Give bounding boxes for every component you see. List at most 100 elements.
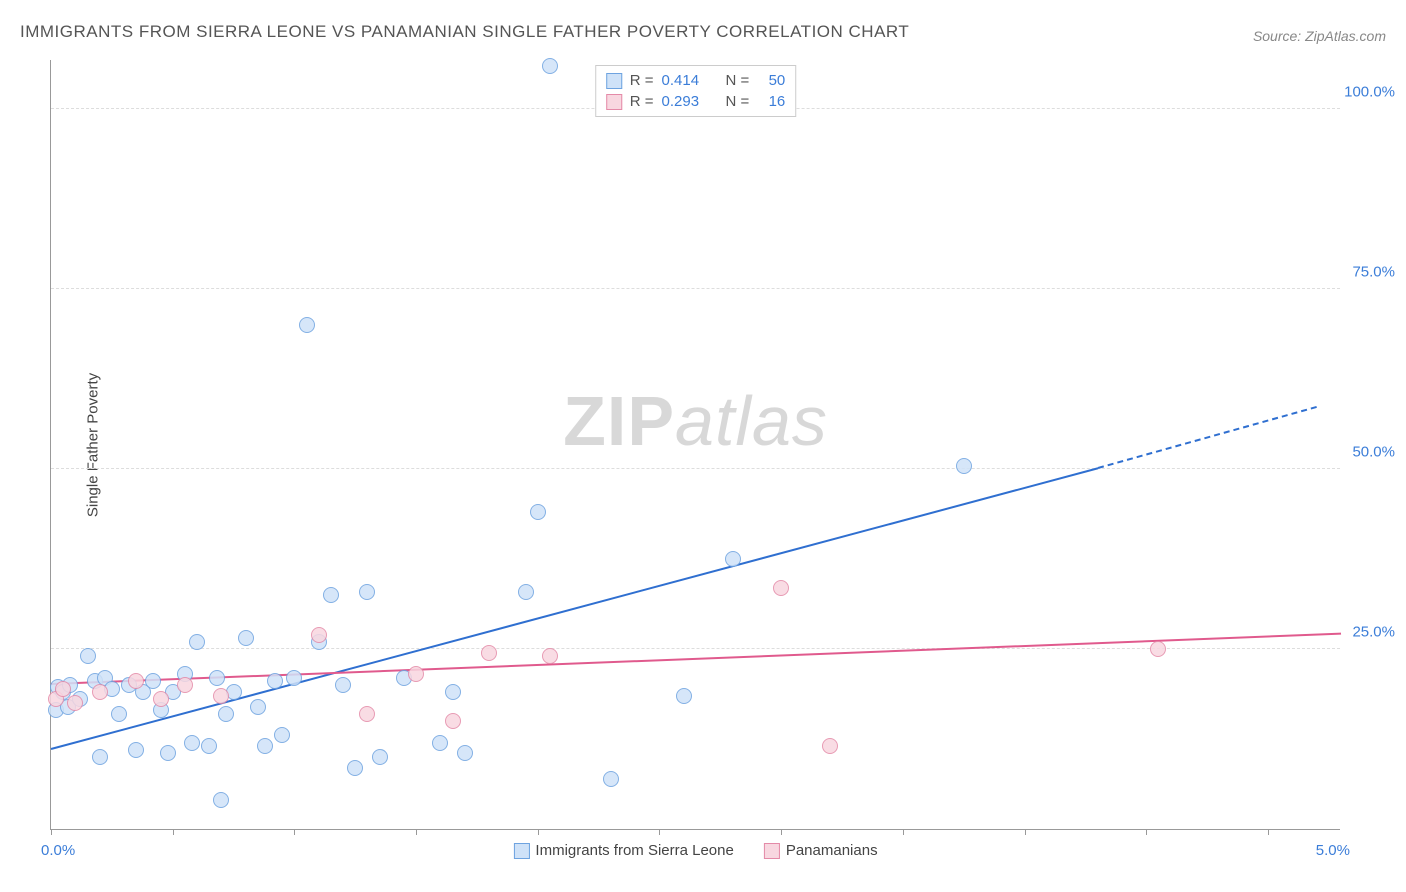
legend-label-pink: Panamanians: [786, 842, 878, 859]
scatter-point: [481, 645, 497, 661]
x-tick: [416, 829, 417, 835]
scatter-point: [286, 670, 302, 686]
scatter-point: [184, 735, 200, 751]
x-axis-max-label: 5.0%: [1316, 842, 1350, 859]
chart-container: IMMIGRANTS FROM SIERRA LEONE VS PANAMANI…: [0, 0, 1406, 892]
scatter-point: [372, 749, 388, 765]
scatter-point: [189, 634, 205, 650]
scatter-point: [445, 684, 461, 700]
trend-line: [51, 467, 1098, 750]
scatter-point: [128, 673, 144, 689]
legend-item-pink: Panamanians: [764, 842, 878, 859]
plot-area: Single Father Poverty ZIPatlas R = 0.414…: [50, 60, 1340, 830]
scatter-point: [457, 745, 473, 761]
scatter-point: [238, 630, 254, 646]
legend-swatch-blue: [606, 73, 622, 89]
trend-line: [1097, 406, 1317, 469]
chart-title: IMMIGRANTS FROM SIERRA LEONE VS PANAMANI…: [20, 22, 909, 42]
legend-label-blue: Immigrants from Sierra Leone: [535, 842, 733, 859]
scatter-point: [92, 684, 108, 700]
gridline-horizontal: [51, 468, 1340, 469]
x-tick: [781, 829, 782, 835]
scatter-point: [530, 504, 546, 520]
x-tick: [173, 829, 174, 835]
legend-series: Immigrants from Sierra Leone Panamanians: [513, 842, 877, 859]
r-label: R =: [630, 93, 654, 110]
scatter-point: [153, 691, 169, 707]
scatter-point: [209, 670, 225, 686]
scatter-point: [1150, 641, 1166, 657]
scatter-point: [257, 738, 273, 754]
scatter-point: [725, 551, 741, 567]
x-tick: [1146, 829, 1147, 835]
x-tick: [538, 829, 539, 835]
n-label: N =: [726, 93, 750, 110]
scatter-point: [213, 688, 229, 704]
r-label: R =: [630, 72, 654, 89]
n-value-blue: 50: [757, 72, 785, 89]
y-tick-label: 25.0%: [1352, 624, 1395, 641]
scatter-point: [773, 580, 789, 596]
scatter-point: [250, 699, 266, 715]
scatter-point: [822, 738, 838, 754]
legend-swatch-pink: [606, 94, 622, 110]
y-tick-label: 50.0%: [1352, 444, 1395, 461]
scatter-point: [299, 317, 315, 333]
x-tick: [51, 829, 52, 835]
scatter-point: [311, 627, 327, 643]
n-label: N =: [726, 72, 750, 89]
scatter-point: [603, 771, 619, 787]
scatter-point: [445, 713, 461, 729]
x-tick: [903, 829, 904, 835]
y-tick-label: 100.0%: [1344, 84, 1395, 101]
scatter-point: [267, 673, 283, 689]
scatter-point: [160, 745, 176, 761]
x-tick: [1025, 829, 1026, 835]
scatter-point: [542, 58, 558, 74]
legend-stats-row: R = 0.414 N = 50: [606, 70, 786, 91]
watermark-atlas: atlas: [675, 382, 828, 460]
r-value-pink: 0.293: [662, 93, 710, 110]
watermark-zip: ZIP: [563, 382, 675, 460]
scatter-point: [518, 584, 534, 600]
n-value-pink: 16: [757, 93, 785, 110]
scatter-point: [67, 695, 83, 711]
scatter-point: [111, 706, 127, 722]
scatter-point: [956, 458, 972, 474]
scatter-point: [177, 677, 193, 693]
x-tick: [294, 829, 295, 835]
legend-stats-row: R = 0.293 N = 16: [606, 91, 786, 112]
scatter-point: [676, 688, 692, 704]
legend-swatch-pink: [764, 843, 780, 859]
scatter-point: [128, 742, 144, 758]
scatter-point: [92, 749, 108, 765]
scatter-point: [213, 792, 229, 808]
scatter-point: [359, 706, 375, 722]
scatter-point: [80, 648, 96, 664]
x-axis-min-label: 0.0%: [41, 842, 75, 859]
scatter-point: [542, 648, 558, 664]
y-tick-label: 75.0%: [1352, 264, 1395, 281]
watermark: ZIPatlas: [563, 381, 828, 461]
scatter-point: [347, 760, 363, 776]
legend-swatch-blue: [513, 843, 529, 859]
scatter-point: [323, 587, 339, 603]
chart-source: Source: ZipAtlas.com: [1253, 28, 1386, 44]
legend-item-blue: Immigrants from Sierra Leone: [513, 842, 733, 859]
scatter-point: [335, 677, 351, 693]
x-tick: [659, 829, 660, 835]
scatter-point: [201, 738, 217, 754]
scatter-point: [359, 584, 375, 600]
scatter-point: [145, 673, 161, 689]
x-tick: [1268, 829, 1269, 835]
scatter-point: [432, 735, 448, 751]
r-value-blue: 0.414: [662, 72, 710, 89]
gridline-horizontal: [51, 648, 1340, 649]
scatter-point: [218, 706, 234, 722]
legend-stats: R = 0.414 N = 50 R = 0.293 N = 16: [595, 65, 797, 117]
scatter-point: [274, 727, 290, 743]
scatter-point: [55, 681, 71, 697]
scatter-point: [408, 666, 424, 682]
y-axis-title: Single Father Poverty: [85, 372, 102, 516]
gridline-horizontal: [51, 288, 1340, 289]
